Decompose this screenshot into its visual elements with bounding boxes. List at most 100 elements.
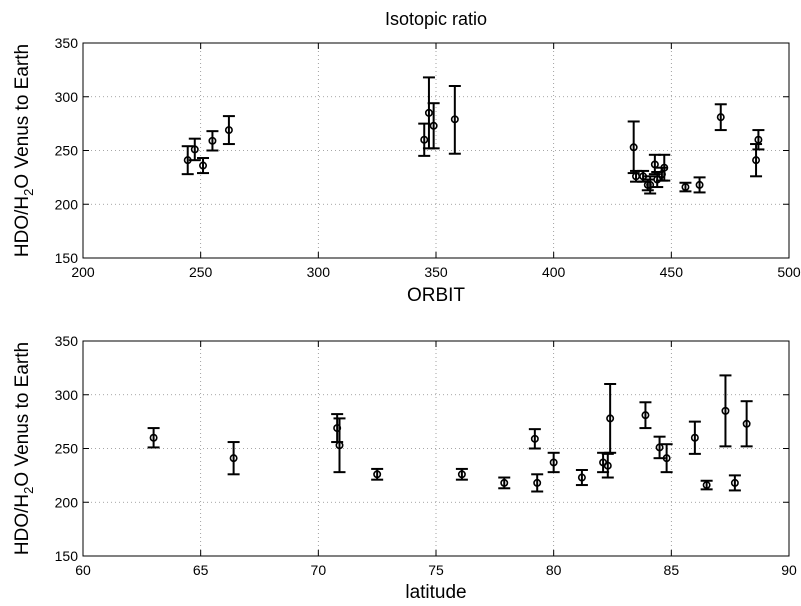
data-point-group — [719, 374, 732, 448]
x-tick-label: 70 — [311, 562, 327, 578]
data-point-marker — [721, 406, 730, 415]
data-point-group — [644, 175, 657, 195]
data-point-group — [700, 479, 713, 491]
data-point-marker — [662, 454, 671, 463]
data-point-marker — [752, 156, 761, 165]
y-axis-label-subscript: 2 — [21, 189, 36, 196]
data-point-marker — [690, 433, 699, 442]
data-point-group — [627, 120, 640, 175]
data-point-group — [601, 452, 614, 479]
data-point-group — [531, 473, 544, 493]
data-point-marker — [730, 478, 739, 487]
data-point-marker — [716, 113, 725, 122]
data-point-marker — [208, 136, 217, 145]
y-tick-label: 350 — [55, 35, 79, 51]
y-tick-label: 150 — [55, 250, 79, 266]
data-point-marker — [533, 478, 542, 487]
x-tick-label: 60 — [75, 562, 91, 578]
data-point-marker — [190, 145, 199, 154]
data-point-marker — [229, 454, 238, 463]
data-point-marker — [606, 414, 615, 423]
data-point-marker — [655, 443, 664, 452]
data-point-marker — [549, 458, 558, 467]
data-point-marker — [681, 183, 690, 192]
data-point-group — [528, 428, 541, 450]
data-point-group — [147, 427, 160, 449]
y-tick-label: 300 — [55, 89, 79, 105]
chart-panel-2: 60 65 70 75 80 85 90 150 200 250 300 350 latitude HDO… — [12, 333, 797, 603]
y-axis-label: HDO/H2O Venus to Earth — [12, 44, 36, 257]
x-tick-label: 200 — [71, 264, 95, 280]
data-point-marker — [199, 161, 208, 170]
data-point-group — [693, 176, 706, 194]
data-point-group — [604, 383, 617, 454]
data-point-marker — [500, 478, 509, 487]
data-point-marker — [641, 411, 650, 420]
data-point-group — [371, 467, 384, 481]
x-tick-label: 90 — [781, 562, 797, 578]
chart-panel-1: 200 250 300 350 400 450 500150200250300350ORBI… — [12, 35, 801, 306]
data-point-group — [188, 137, 201, 162]
data-point-group — [427, 102, 440, 150]
chart-title: Isotopic ratio — [385, 9, 487, 29]
data-point-marker — [149, 433, 158, 442]
data-point-marker — [457, 470, 466, 479]
data-point-group — [547, 451, 560, 474]
y-axis-label-part: O Venus to Earth — [12, 44, 33, 189]
data-point-marker — [650, 160, 659, 169]
y-axis-label-part: O Venus to Earth — [12, 342, 33, 487]
data-point-marker — [450, 115, 459, 124]
y-tick-label: 150 — [55, 548, 79, 564]
data-point-marker — [629, 143, 638, 152]
data-point-marker — [754, 135, 763, 144]
data-point-group — [728, 474, 741, 492]
data-point-marker — [695, 180, 704, 189]
data-point-marker — [603, 461, 612, 470]
x-tick-label: 250 — [189, 264, 213, 280]
data-point-marker — [424, 108, 433, 117]
y-tick-label: 300 — [55, 387, 79, 403]
data-point-marker — [702, 481, 711, 490]
data-point-group — [206, 130, 219, 152]
data-point-marker — [577, 473, 586, 482]
data-point-marker — [224, 126, 233, 135]
data-point-group — [651, 171, 664, 189]
y-axis-label: HDO/H2O Venus to Earth — [12, 342, 36, 555]
x-tick-label: 350 — [424, 264, 448, 280]
y-tick-label: 200 — [55, 196, 79, 212]
data-point-group — [222, 115, 235, 146]
data-point-group — [660, 443, 673, 474]
data-point-group — [714, 103, 727, 132]
x-axis-label: ORBIT — [407, 285, 465, 306]
y-tick-label: 350 — [55, 333, 79, 349]
y-axis-label-part: HDO/H — [12, 196, 33, 257]
data-point-group — [575, 469, 588, 487]
x-tick-label: 300 — [307, 264, 331, 280]
data-point-marker — [335, 441, 344, 450]
y-tick-label: 250 — [55, 143, 79, 159]
data-point-group — [333, 417, 346, 474]
x-tick-label: 85 — [664, 562, 680, 578]
x-tick-label: 500 — [777, 264, 801, 280]
x-tick-label: 65 — [193, 562, 209, 578]
data-point-group — [658, 153, 671, 182]
data-point-marker — [420, 135, 429, 144]
data-point-group — [448, 85, 461, 155]
x-axis-label: latitude — [405, 582, 466, 601]
data-point-marker — [530, 434, 539, 443]
data-point-group — [455, 467, 468, 481]
data-point-marker — [742, 419, 751, 428]
data-point-group — [752, 129, 765, 151]
y-axis-label-subscript: 2 — [21, 487, 36, 494]
x-tick-label: 400 — [542, 264, 566, 280]
data-point-marker — [429, 121, 438, 130]
x-tick-label: 80 — [546, 562, 562, 578]
data-point-group — [639, 401, 652, 430]
data-point-group — [679, 181, 692, 193]
data-point-group — [653, 435, 666, 460]
data-point-marker — [646, 180, 655, 189]
data-point-marker — [653, 175, 662, 184]
data-point-group — [227, 441, 240, 476]
y-axis-label-part: HDO/H — [12, 494, 33, 555]
